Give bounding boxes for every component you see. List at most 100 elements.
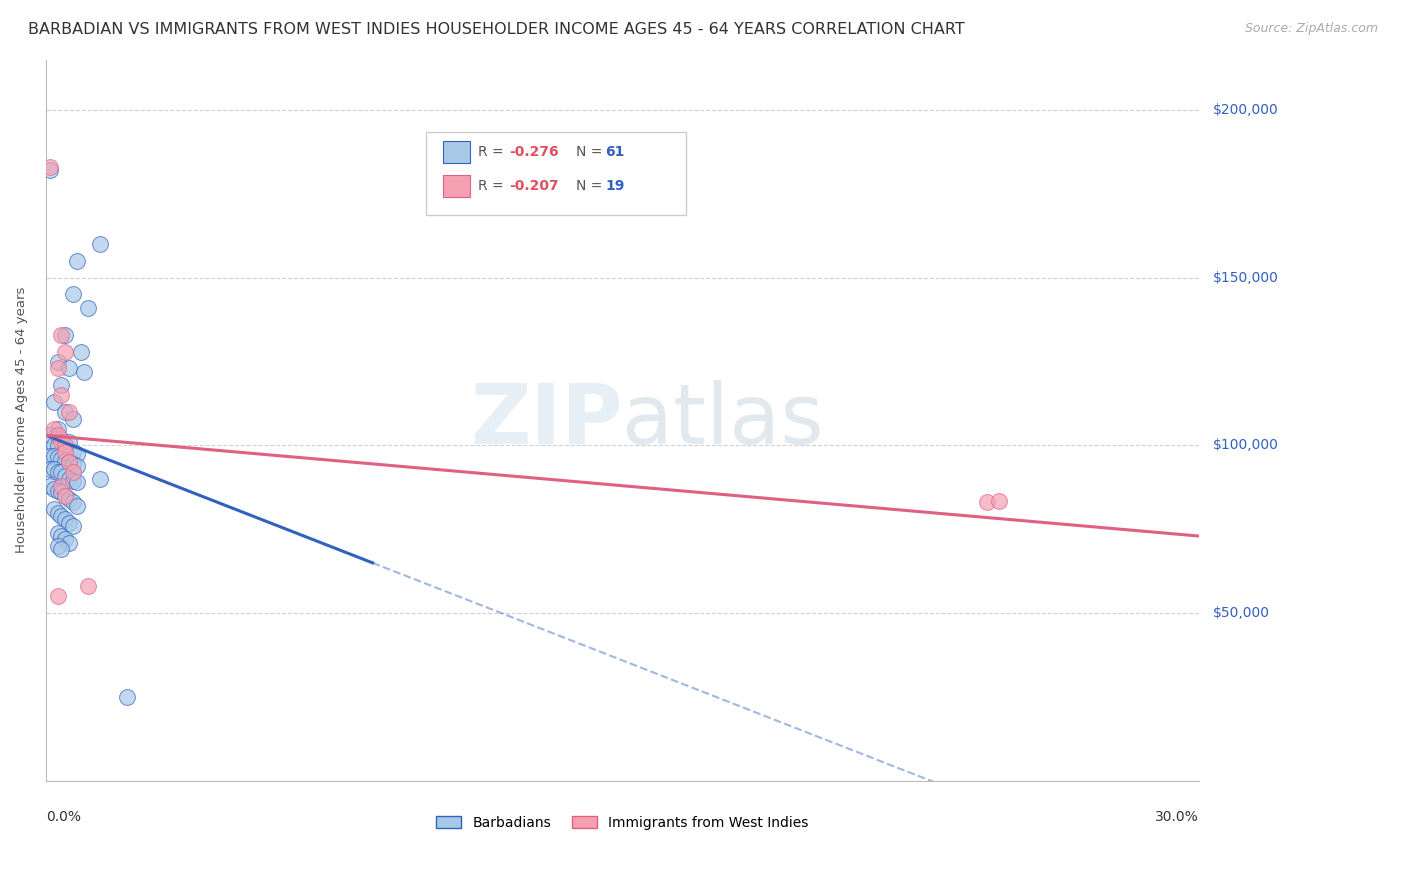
- Point: [42, 394, 65, 409]
- Point: [89, 472, 111, 486]
- Point: [46, 539, 69, 553]
- Point: [51, 479, 73, 493]
- Text: 61: 61: [605, 145, 624, 159]
- Point: [53, 344, 76, 359]
- Point: [51, 529, 73, 543]
- Point: [46, 422, 69, 436]
- Point: [51, 451, 73, 466]
- Text: 0.0%: 0.0%: [46, 810, 82, 823]
- Point: [62, 474, 84, 488]
- Point: [51, 465, 73, 479]
- Point: [42, 449, 65, 463]
- Text: $50,000: $50,000: [1212, 607, 1270, 620]
- Point: [38, 462, 60, 476]
- Point: [53, 489, 76, 503]
- Point: [62, 495, 84, 509]
- Point: [51, 508, 73, 523]
- Point: [46, 506, 69, 520]
- Point: [53, 512, 76, 526]
- Text: $200,000: $200,000: [1212, 103, 1278, 117]
- Point: [976, 495, 998, 509]
- Point: [58, 492, 80, 507]
- Legend: Barbadians, Immigrants from West Indies: Barbadians, Immigrants from West Indies: [430, 810, 814, 835]
- Point: [46, 483, 69, 498]
- FancyBboxPatch shape: [443, 175, 470, 196]
- Text: 19: 19: [605, 178, 624, 193]
- Point: [58, 435, 80, 450]
- Point: [58, 455, 80, 469]
- Point: [58, 472, 80, 486]
- Text: ZIP: ZIP: [470, 380, 623, 461]
- Text: Source: ZipAtlas.com: Source: ZipAtlas.com: [1244, 22, 1378, 36]
- Point: [51, 542, 73, 557]
- Point: [46, 354, 69, 368]
- Point: [38, 449, 60, 463]
- FancyBboxPatch shape: [443, 141, 470, 162]
- Point: [77, 579, 100, 593]
- Point: [46, 465, 69, 479]
- Point: [51, 388, 73, 402]
- Point: [53, 533, 76, 547]
- Point: [53, 405, 76, 419]
- Point: [53, 468, 76, 483]
- Point: [46, 450, 69, 465]
- Text: -0.207: -0.207: [509, 178, 560, 193]
- Point: [77, 301, 100, 315]
- Y-axis label: Householder Income Ages 45 - 64 years: Householder Income Ages 45 - 64 years: [15, 287, 28, 553]
- Point: [58, 535, 80, 549]
- Point: [38, 160, 60, 174]
- Point: [66, 254, 89, 268]
- Text: BARBADIAN VS IMMIGRANTS FROM WEST INDIES HOUSEHOLDER INCOME AGES 45 - 64 YEARS C: BARBADIAN VS IMMIGRANTS FROM WEST INDIES…: [28, 22, 965, 37]
- Point: [51, 378, 73, 392]
- Point: [53, 445, 76, 459]
- Text: R =: R =: [478, 145, 509, 159]
- Point: [53, 442, 76, 456]
- Text: 30.0%: 30.0%: [1154, 810, 1199, 823]
- Point: [38, 163, 60, 178]
- Point: [51, 432, 73, 446]
- Point: [42, 482, 65, 496]
- Point: [73, 365, 96, 379]
- Text: N =: N =: [576, 178, 607, 193]
- Point: [53, 489, 76, 503]
- Point: [53, 327, 76, 342]
- FancyBboxPatch shape: [426, 132, 686, 215]
- Text: atlas: atlas: [623, 380, 824, 461]
- Point: [51, 327, 73, 342]
- Point: [62, 445, 84, 459]
- Point: [42, 422, 65, 436]
- Point: [46, 438, 69, 452]
- Point: [66, 447, 89, 461]
- Point: [62, 287, 84, 301]
- Point: [66, 499, 89, 513]
- Point: [51, 485, 73, 500]
- Point: [42, 438, 65, 452]
- Text: N =: N =: [576, 145, 607, 159]
- Point: [66, 458, 89, 473]
- Point: [58, 405, 80, 419]
- Point: [58, 455, 80, 469]
- Point: [46, 525, 69, 540]
- Point: [53, 453, 76, 467]
- Point: [58, 361, 80, 376]
- Point: [69, 344, 91, 359]
- Point: [46, 361, 69, 376]
- Point: [46, 590, 69, 604]
- Point: [115, 690, 138, 704]
- Text: -0.276: -0.276: [509, 145, 560, 159]
- Point: [46, 428, 69, 442]
- Text: R =: R =: [478, 178, 509, 193]
- Point: [987, 493, 1010, 508]
- Point: [53, 438, 76, 452]
- Point: [38, 479, 60, 493]
- Point: [62, 457, 84, 471]
- Point: [38, 428, 60, 442]
- Point: [62, 465, 84, 479]
- Point: [66, 475, 89, 490]
- Point: [42, 462, 65, 476]
- Point: [58, 516, 80, 530]
- Point: [42, 502, 65, 516]
- Point: [51, 435, 73, 450]
- Point: [62, 411, 84, 425]
- Point: [89, 237, 111, 252]
